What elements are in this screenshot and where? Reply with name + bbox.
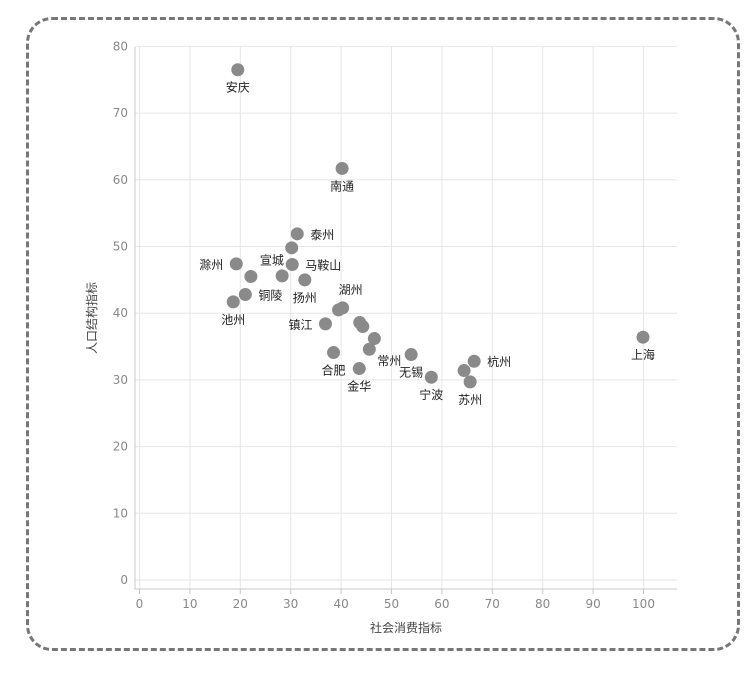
y-tick-label-7: 70: [113, 106, 128, 120]
y-tick-label-8: 80: [113, 39, 128, 53]
data-point-15: [356, 320, 370, 334]
point-label-8: 扬州: [293, 290, 317, 305]
point-label-19: 金华: [347, 379, 371, 394]
chart-frame: [26, 17, 740, 651]
data-point-16: [367, 332, 381, 346]
data-point-4: [229, 257, 243, 271]
data-point-18: [327, 346, 341, 360]
data-point-22: [457, 364, 471, 378]
x-tick-label-8: 80: [535, 597, 550, 611]
data-point-1: [335, 161, 349, 175]
grid-lines: [135, 45, 677, 589]
data-point-10: [226, 295, 240, 309]
point-label-17: 常州: [377, 354, 401, 368]
y-axis-title: 人口结构指标: [84, 282, 99, 354]
tick-labels: 0 10 20 30 40 50 60 70 80 90 100 0 10 20 30 40 50 60 70 80: [113, 39, 655, 611]
x-tick-label-7: 70: [485, 597, 500, 611]
data-point-21: [424, 370, 438, 384]
y-tick-label-5: 50: [113, 240, 128, 254]
data-point-17: [362, 342, 376, 356]
data-point-13: [318, 317, 332, 331]
data-point-0: [231, 63, 245, 77]
data-point-20: [404, 348, 418, 362]
y-tick-label-3: 30: [113, 373, 128, 387]
point-label-1: 南通: [330, 178, 354, 193]
y-tick-label-4: 40: [113, 306, 128, 320]
point-label-13: 镇江: [288, 318, 312, 332]
point-label-11: 湖州: [339, 282, 363, 297]
point-label-2: 泰州: [310, 228, 334, 242]
x-tick-label-9: 90: [585, 597, 600, 611]
x-tick-label-10: 100: [632, 597, 655, 611]
data-point-5: [244, 270, 258, 284]
point-label-25: 上海: [631, 347, 655, 362]
point-label-23: 杭州: [487, 354, 511, 369]
data-point-19: [352, 362, 366, 376]
point-label-6: 马鞍山: [305, 258, 341, 273]
x-tick-label-3: 30: [283, 597, 298, 611]
point-label-24: 苏州: [458, 393, 482, 407]
data-point-2: [290, 227, 304, 241]
point-label-20: 无锡: [399, 365, 423, 380]
point-label-0: 安庆: [226, 80, 250, 95]
point-label-21: 宁波: [419, 387, 443, 402]
x-tick-label-0: 0: [136, 597, 144, 611]
data-point-23: [467, 354, 481, 368]
point-label-5: 宣城: [260, 253, 284, 268]
point-label-9: 铜陵: [258, 288, 282, 303]
x-tick-label-6: 60: [434, 597, 449, 611]
y-tick-label-2: 20: [113, 440, 128, 454]
y-tick-label-6: 60: [113, 173, 128, 187]
data-point-25: [636, 330, 650, 344]
x-tick-label-2: 20: [233, 597, 248, 611]
y-tick-label-0: 0: [120, 573, 128, 587]
axes: [134, 47, 677, 594]
data-point-6: [285, 258, 299, 272]
data-point-24: [463, 375, 477, 389]
y-tick-label-1: 10: [113, 506, 128, 520]
data-points: [226, 63, 650, 389]
x-tick-label-5: 50: [384, 597, 399, 611]
point-label-4: 滁州: [199, 257, 223, 272]
data-point-3: [285, 241, 299, 255]
point-label-10: 池州: [221, 313, 245, 327]
data-point-12: [332, 303, 346, 317]
point-label-18: 合肥: [322, 363, 346, 378]
data-point-7: [275, 269, 289, 283]
x-axis-title: 社会消费指标: [370, 620, 442, 635]
x-tick-label-1: 10: [182, 597, 197, 611]
x-tick-label-4: 40: [333, 597, 348, 611]
data-point-8: [298, 273, 312, 287]
data-point-9: [238, 288, 252, 302]
